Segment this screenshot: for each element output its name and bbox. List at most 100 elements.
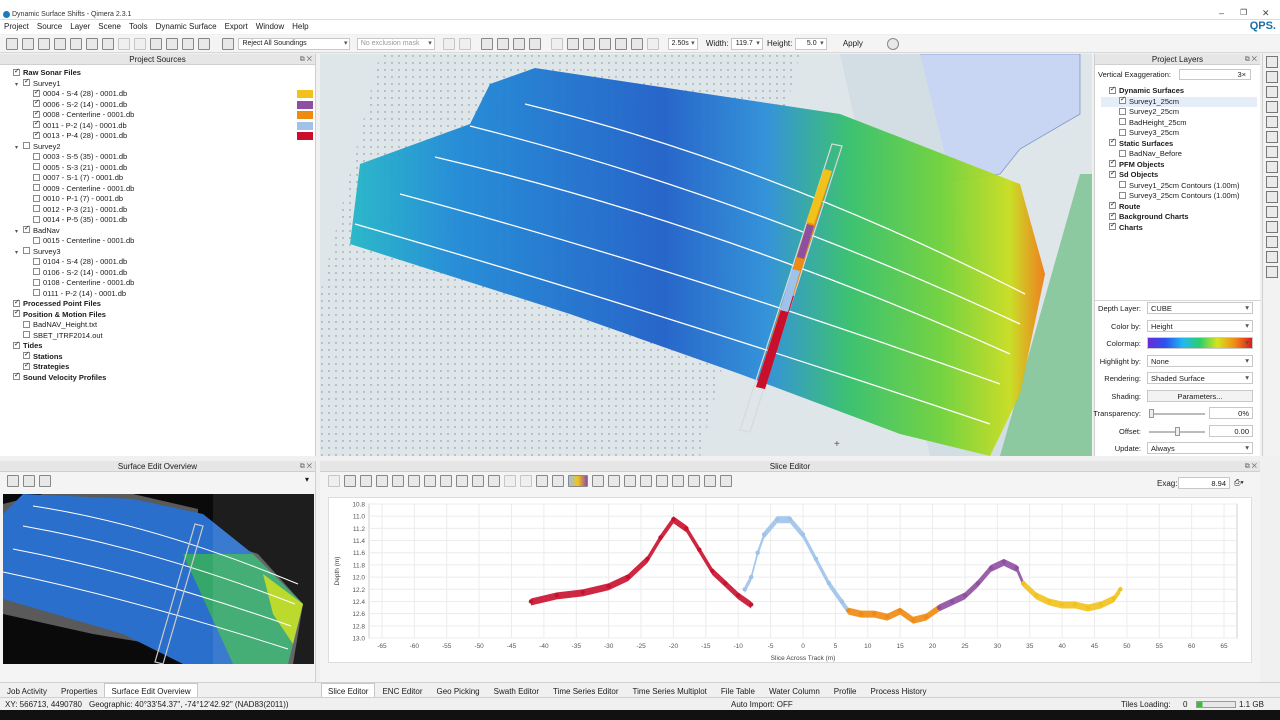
tree-checkbox[interactable] [23, 247, 30, 255]
transparency-slider-handle[interactable] [1149, 409, 1154, 418]
point-icon[interactable] [1266, 221, 1278, 233]
sources-tree-row[interactable]: Stations [5, 350, 315, 363]
line-color-swatch[interactable] [297, 111, 313, 119]
line-color-swatch[interactable] [297, 90, 313, 98]
width-input[interactable]: 119.7 [730, 38, 763, 50]
tab-properties[interactable]: Properties [61, 687, 98, 696]
menu-dynamic-surface[interactable]: Dynamic Surface [155, 22, 217, 31]
menu-project[interactable]: Project [4, 22, 29, 31]
tree-checkbox[interactable] [13, 371, 20, 382]
menu-source[interactable]: Source [36, 22, 63, 31]
sources-tree-row[interactable]: 0004 - S-4 (28) - 0001.db [5, 88, 315, 100]
tree-checkbox[interactable] [1109, 211, 1116, 221]
slice-select-icon[interactable] [344, 475, 356, 487]
overview-canvas[interactable] [3, 494, 314, 664]
scene-canvas[interactable] [320, 54, 1092, 456]
tree-checkbox[interactable] [1109, 158, 1116, 169]
slice-box[interactable] [739, 143, 843, 433]
tree-checkbox[interactable] [33, 236, 40, 244]
fast-forward-icon[interactable] [631, 38, 644, 50]
sources-tree-row[interactable]: Position & Motion Files [5, 308, 315, 321]
height-input[interactable]: 5.0 [794, 38, 827, 50]
menu-scene[interactable]: Scene [98, 22, 121, 31]
sources-tree-row[interactable]: 0003 - S-5 (35) - 0001.db [5, 152, 315, 163]
sources-tree-row[interactable]: 0010 - P-1 (7) - 0001.db [5, 194, 315, 205]
menu-help[interactable]: Help [292, 22, 309, 31]
overview-grid-icon[interactable] [39, 475, 51, 487]
slice-funnel-icon[interactable] [488, 475, 500, 487]
line-color-swatch[interactable] [297, 132, 313, 140]
expand-arrow-icon[interactable]: ▾ [15, 228, 19, 235]
tree-checkbox[interactable] [1119, 149, 1126, 157]
layers-tree-row[interactable]: Background Charts [1101, 211, 1257, 223]
tree-checkbox[interactable] [23, 331, 30, 339]
tree-checkbox[interactable] [23, 361, 30, 371]
sources-tree-row[interactable]: 0009 - Centerline - 0001.db [5, 184, 315, 195]
slice-accept-icon[interactable] [408, 475, 420, 487]
tree-checkbox[interactable] [1109, 85, 1116, 95]
depth-layer-select[interactable]: CUBE [1147, 302, 1253, 314]
open-project-icon[interactable] [22, 38, 34, 50]
tree-checkbox[interactable] [33, 215, 40, 223]
layers-tree-row[interactable]: Sd Objects [1101, 169, 1257, 181]
tree-checkbox[interactable] [23, 77, 30, 88]
legend-icon[interactable] [1266, 266, 1278, 278]
sources-tree-row[interactable]: Sound Velocity Profiles [5, 371, 315, 384]
highlight-by-select[interactable]: None [1147, 354, 1253, 367]
tree-checkbox[interactable] [33, 289, 40, 297]
expand-arrow-icon[interactable]: ▾ [15, 81, 19, 88]
layers-tree-row[interactable]: BadHeight_25cm [1101, 118, 1257, 129]
slice-pencil-icon[interactable] [640, 475, 652, 487]
sources-tree-row[interactable]: 0011 - P-2 (14) - 0001.db [5, 119, 315, 132]
slice-colors-icon[interactable] [568, 475, 588, 487]
minimize-button[interactable]: – [1219, 8, 1225, 18]
grid-icon[interactable] [1266, 131, 1278, 143]
tab-swath-editor[interactable]: Swath Editor [493, 687, 539, 696]
save-icon[interactable] [54, 38, 66, 50]
slice-lasso-icon[interactable] [440, 475, 452, 487]
line-color-swatch[interactable] [297, 121, 313, 130]
rewind-icon[interactable] [567, 38, 580, 50]
sources-tree-row[interactable]: Strategies [5, 361, 315, 373]
menu-tools[interactable]: Tools [128, 22, 148, 31]
panel-float-close-icon[interactable]: ⧉ ✕ [1244, 56, 1257, 63]
rendering-select[interactable]: Shaded Surface [1147, 372, 1253, 384]
layers-tree-row[interactable]: Survey3_25cm [1101, 128, 1257, 139]
tree-checkbox[interactable] [1109, 221, 1116, 232]
sources-tree-row[interactable]: Raw Sonar Files [5, 67, 315, 79]
speed-input[interactable]: 2.50s [667, 38, 698, 50]
mask-tool-icon[interactable] [442, 38, 455, 50]
sources-tree-row[interactable]: 0015 - Centerline - 0001.db [5, 236, 315, 247]
exag-options-icon[interactable]: ⎙▾ [1234, 478, 1244, 487]
zoom-extents-icon[interactable] [1266, 86, 1278, 98]
slice-reject-icon[interactable] [392, 475, 404, 487]
slice-chart[interactable]: 10.8 11.0 11.2 11.4 11.6 11.8 12.0 12.2 12.4 12.6… [329, 498, 1253, 664]
settings-icon[interactable] [887, 38, 900, 50]
tree-checkbox[interactable] [33, 268, 40, 276]
tab-process-history[interactable]: Process History [870, 687, 927, 696]
slice-bracket-right-icon[interactable] [672, 475, 684, 487]
edit-icon[interactable] [182, 38, 194, 50]
overview-box-icon[interactable] [23, 475, 35, 487]
menu-window[interactable]: Window [255, 22, 285, 31]
update-select[interactable]: Always [1147, 442, 1253, 454]
menu-export[interactable]: Export [224, 22, 248, 31]
line-color-swatch[interactable] [297, 100, 313, 109]
sources-tree-row[interactable]: 0008 - Centerline - 0001.db [5, 109, 315, 121]
layers-tree-row[interactable]: Survey3_25cm Contours (1.00m) [1101, 191, 1257, 202]
sources-tree-row[interactable]: ▾ BadNav [5, 224, 315, 237]
tree-checkbox[interactable] [13, 308, 20, 319]
zoom-box-icon[interactable] [1266, 101, 1278, 113]
sources-tree-row[interactable]: ▾ Survey3 [5, 247, 315, 258]
slice-home-icon[interactable] [376, 475, 388, 487]
wizard-icon[interactable] [86, 38, 98, 50]
sources-tree-row[interactable]: 0104 - S-4 (28) - 0001.db [5, 257, 315, 268]
chart-icon[interactable] [1266, 236, 1278, 248]
layers-tree-row[interactable]: Survey2_25cm [1101, 107, 1257, 118]
layers-tree-row[interactable]: Survey1_25cm Contours (1.00m) [1101, 181, 1257, 192]
panel-float-close-icon[interactable]: ⧉ ✕ [299, 56, 312, 63]
sources-tree-row[interactable]: ▾ Survey1 [5, 77, 315, 90]
refresh-icon[interactable] [102, 38, 114, 50]
transparency-input[interactable]: 0% [1209, 407, 1253, 419]
slice-view-icon[interactable] [552, 475, 564, 487]
